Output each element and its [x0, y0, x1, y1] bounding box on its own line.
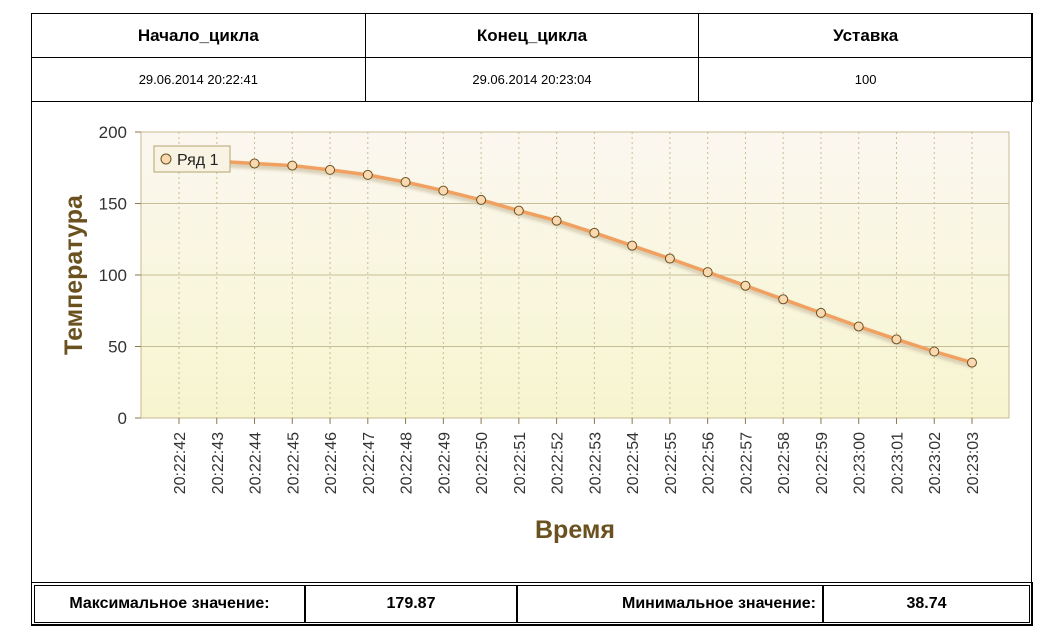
- x-tick-label: 20:22:48: [399, 432, 416, 494]
- x-tick-label: 20:23:02: [927, 432, 944, 494]
- data-point: [438, 185, 449, 196]
- data-point: [400, 177, 411, 188]
- setpoint-value: 100: [698, 57, 1033, 102]
- x-tick-label: 20:22:46: [323, 432, 340, 494]
- x-tick-label: 20:23:00: [852, 432, 869, 494]
- x-tick-label: 20:22:56: [701, 432, 718, 494]
- x-tick-label: 20:22:44: [248, 432, 265, 494]
- x-tick-label: 20:22:52: [550, 432, 567, 494]
- data-point: [551, 215, 562, 226]
- x-tick-label: 20:22:53: [587, 432, 604, 494]
- x-tick-label: 20:22:49: [436, 432, 453, 494]
- data-point: [740, 280, 751, 291]
- y-tick-label: 150: [99, 195, 127, 214]
- data-point: [249, 158, 260, 169]
- cycle-start-header: Начало_цикла: [31, 13, 366, 58]
- cycle-end-header: Конец_цикла: [364, 13, 700, 58]
- data-point: [853, 321, 864, 332]
- cycle-info-table: Начало_цикла Конец_цикла Уставка 29.06.2…: [31, 13, 1033, 102]
- data-point: [513, 205, 524, 216]
- x-tick-label: 20:22:54: [625, 432, 642, 494]
- data-point: [815, 307, 826, 318]
- x-tick-label: 20:22:59: [814, 432, 831, 494]
- data-point: [778, 294, 789, 305]
- x-tick-label: 20:22:45: [285, 432, 302, 494]
- x-tick-label: 20:23:03: [965, 432, 982, 494]
- y-tick-label: 200: [99, 123, 127, 142]
- legend-marker: [160, 153, 172, 165]
- x-tick-label: 20:22:51: [512, 432, 529, 494]
- cycle-start-value: 29.06.2014 20:22:41: [31, 57, 366, 102]
- y-tick-label: 0: [118, 409, 127, 428]
- min-label: Минимальное значение:: [517, 585, 823, 623]
- data-point: [702, 267, 713, 278]
- x-tick-label: 20:22:55: [663, 432, 680, 494]
- temperature-chart: 0 50 100 150 200 20:22:42 20:22:43 20:22:44 20:…: [60, 123, 1010, 544]
- data-point: [476, 194, 487, 205]
- data-point: [325, 164, 336, 175]
- x-tick-label: 20:22:47: [361, 432, 378, 494]
- y-tick-label: 50: [108, 338, 127, 357]
- x-tick-label: 20:22:57: [738, 432, 755, 494]
- chart-legend: Ряд 1: [153, 145, 231, 173]
- x-tick-label: 20:22:43: [210, 432, 227, 494]
- y-axis-label: Температура: [60, 194, 88, 355]
- max-value: 179.87: [305, 585, 517, 623]
- x-tick-label: 20:22:50: [474, 432, 491, 494]
- y-tick-label: 100: [99, 266, 127, 285]
- data-point: [627, 240, 638, 251]
- min-value: 38.74: [823, 585, 1030, 623]
- data-point: [664, 253, 675, 264]
- cycle-end-value: 29.06.2014 20:23:04: [364, 57, 700, 102]
- data-point: [589, 227, 600, 238]
- x-tick-label: 20:23:01: [889, 432, 906, 494]
- data-point: [287, 160, 298, 171]
- series-line-ryad-1: [178, 159, 973, 365]
- data-point: [891, 334, 902, 345]
- x-tick-label: 20:22:42: [172, 432, 189, 494]
- data-point: [929, 346, 940, 357]
- data-point: [967, 357, 977, 368]
- summary-row: Максимальное значение: 179.87 Минимально…: [31, 582, 1033, 626]
- x-axis-label: Время: [535, 516, 615, 544]
- report-frame: [31, 13, 1032, 625]
- legend-label: Ряд 1: [177, 152, 219, 169]
- x-tick-label: 20:22:58: [776, 432, 793, 494]
- data-point: [362, 169, 373, 180]
- max-label: Максимальное значение:: [34, 585, 305, 623]
